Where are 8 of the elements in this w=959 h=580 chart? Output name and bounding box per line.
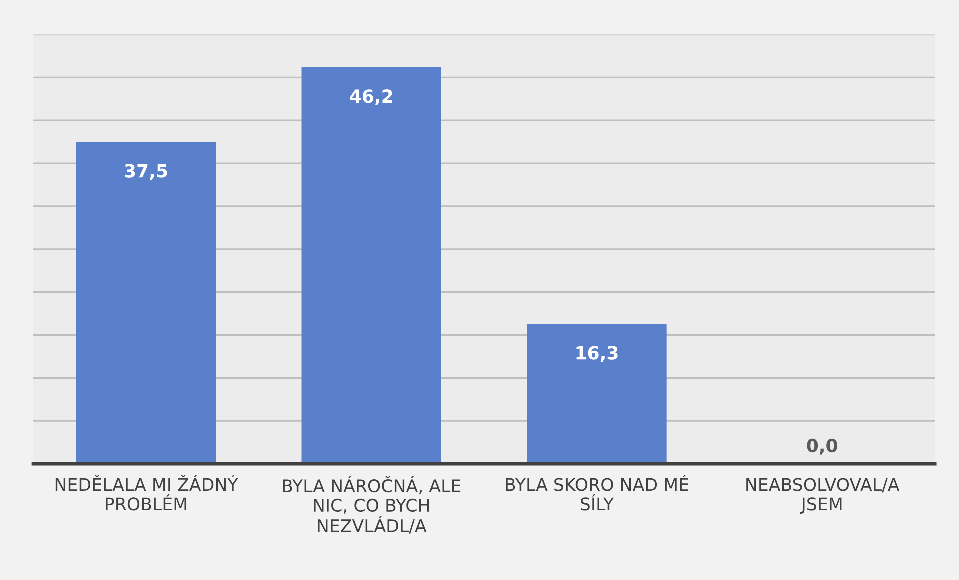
x-tick-label: BYLA NÁROČNÁ, ALE NIC, CO BYCH NEZVLÁDL/A bbox=[283, 476, 461, 534]
data-label: 0,0 bbox=[807, 438, 838, 455]
x-tick-label: BYLA SKORO NAD MÉ SÍLY bbox=[506, 475, 688, 511]
data-label: 16,3 bbox=[576, 346, 618, 362]
data-label: 46,2 bbox=[350, 90, 392, 106]
x-tick-label: NEDĚLALA MI ŽÁDNÝ PROBLÉM bbox=[56, 475, 238, 511]
data-label: 37,5 bbox=[125, 164, 168, 180]
x-tick-label: NEABSOLVOVAL/A JSEM bbox=[746, 478, 900, 514]
